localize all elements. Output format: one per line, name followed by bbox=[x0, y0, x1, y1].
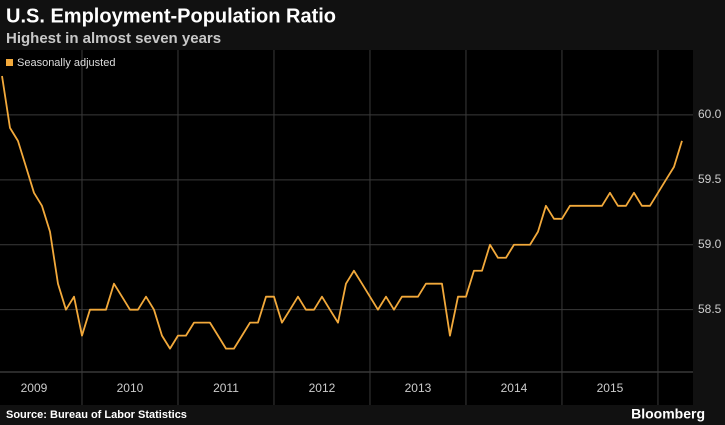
line bbox=[1, 75, 683, 350]
legend-label: Seasonally adjusted bbox=[17, 57, 115, 69]
chart-subtitle: Highest in almost seven years bbox=[6, 30, 221, 47]
brand: Bloomberg bbox=[631, 406, 705, 422]
x-tick-label: 2014 bbox=[501, 381, 528, 395]
plot-area bbox=[0, 50, 693, 405]
x-tick-label: 2013 bbox=[405, 381, 432, 395]
source: Source: Bureau of Labor Statistics bbox=[6, 409, 187, 421]
y-tick-label: 59.0 bbox=[698, 237, 722, 251]
x-tick-label: 2009 bbox=[21, 381, 48, 395]
legend-swatch bbox=[6, 59, 13, 66]
x-tick-label: 2015 bbox=[597, 381, 624, 395]
x-tick-label: 2011 bbox=[213, 381, 239, 395]
x-tick-label: 2012 bbox=[309, 381, 336, 395]
chart-title: U.S. Employment-Population Ratio bbox=[6, 5, 336, 27]
y-tick-label: 59.5 bbox=[698, 172, 722, 186]
y-tick-label: 60.0 bbox=[698, 107, 722, 121]
y-tick-label: 58.5 bbox=[698, 302, 722, 316]
x-tick-label: 2010 bbox=[117, 381, 144, 395]
